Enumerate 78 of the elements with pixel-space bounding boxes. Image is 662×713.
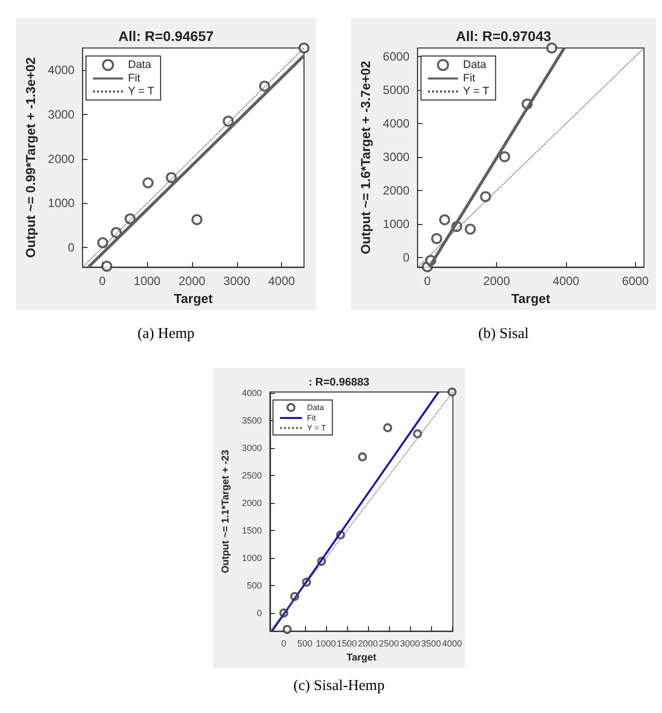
y-tick-label: 4000 xyxy=(48,63,75,78)
x-axis-title: Target xyxy=(511,291,551,306)
y-tick-label: 2000 xyxy=(242,498,262,508)
y-axis-title: Output ~= 1.6*Target + -3.7e+02 xyxy=(358,60,373,254)
x-axis-title: Target xyxy=(174,291,214,306)
text: (b) Sisal xyxy=(477,326,530,343)
y-tick-label: 2500 xyxy=(242,470,262,481)
legend-label: Y = T xyxy=(307,424,326,432)
y-tick-label: 3000 xyxy=(382,150,410,164)
y-tick-label: 0 xyxy=(402,250,410,265)
text: (a) Hemp xyxy=(136,326,196,343)
x-tick-label: 1500 xyxy=(336,638,357,649)
x-tick-label: 4000 xyxy=(442,638,462,649)
point xyxy=(191,214,202,226)
text: (c) Sisal-Hemp xyxy=(292,678,386,695)
x-tick-label: 2000 xyxy=(358,638,378,649)
x-tick-label: 0 xyxy=(98,274,106,288)
point xyxy=(431,233,442,244)
point xyxy=(383,423,392,432)
y-tick-label: 1000 xyxy=(382,217,410,232)
point xyxy=(480,191,492,202)
point xyxy=(358,452,367,462)
point xyxy=(166,172,177,184)
x-tick-label: 500 xyxy=(297,638,312,649)
legend-label: Fit xyxy=(128,72,140,84)
y-tick-label: 5000 xyxy=(382,82,410,97)
y-tick-label: 3000 xyxy=(48,108,75,122)
point xyxy=(298,42,310,54)
point xyxy=(546,42,558,54)
point xyxy=(464,224,476,235)
y-tick-label: 6000 xyxy=(382,49,410,64)
legend-label: Y = T xyxy=(128,86,154,98)
point xyxy=(259,80,270,92)
y-tick-label: 2000 xyxy=(382,184,410,198)
y-tick-label: 2000 xyxy=(48,152,75,166)
y-tick-label: 3500 xyxy=(242,416,262,426)
y-axis-title: Output ~= 0.99*Target + -1.3e+02 xyxy=(23,57,38,258)
x-tick-label: 3500 xyxy=(420,638,441,649)
y-tick-label: 4000 xyxy=(382,116,410,130)
x-tick-label: 4000 xyxy=(552,274,580,288)
point xyxy=(222,116,234,127)
point xyxy=(499,151,510,162)
y-tick-label: 1000 xyxy=(242,552,262,563)
legend-label: Data xyxy=(307,403,324,412)
x-tick-label: 4000 xyxy=(268,274,296,288)
y-tick-label: 500 xyxy=(246,580,262,590)
y-tick-label: 3000 xyxy=(242,443,262,454)
x-tick-label: 3000 xyxy=(400,638,420,649)
x-tick-label: 0 xyxy=(424,274,431,288)
y-axis-title: Output ~= 1.1*Target + -23 xyxy=(220,449,232,574)
x-tick-label: 0 xyxy=(281,638,286,649)
x-tick-label: 3000 xyxy=(223,274,250,288)
x-tick-label: 1000 xyxy=(134,274,161,288)
point xyxy=(282,624,292,634)
chart-title: All: R=0.94657 xyxy=(118,28,214,44)
point xyxy=(101,260,112,272)
x-tick-label: 2000 xyxy=(178,274,206,288)
point xyxy=(97,237,108,248)
legend-label: Data xyxy=(128,59,152,71)
legend-label: Fit xyxy=(463,72,476,84)
x-tick-label: 6000 xyxy=(622,274,649,288)
x-tick-label: 2000 xyxy=(483,274,510,288)
legend-label: Fit xyxy=(307,414,317,422)
legend-label: Y = T xyxy=(463,86,490,98)
chart-title: All: R=0.97043 xyxy=(456,28,552,44)
point xyxy=(142,177,154,188)
point xyxy=(439,214,450,226)
chart-title: : R=0.96883 xyxy=(308,376,370,388)
x-tick-label: 1000 xyxy=(316,638,336,649)
legend-label: Data xyxy=(463,59,488,71)
y-tick-label: 0 xyxy=(256,608,262,618)
y-tick-label: 4000 xyxy=(242,388,262,398)
x-axis-title: Target xyxy=(346,652,377,664)
y-tick-label: 0 xyxy=(68,240,75,255)
y-tick-label: 1500 xyxy=(242,526,262,536)
point xyxy=(448,388,457,396)
point xyxy=(413,429,422,438)
y-tick-label: 1000 xyxy=(48,196,75,210)
